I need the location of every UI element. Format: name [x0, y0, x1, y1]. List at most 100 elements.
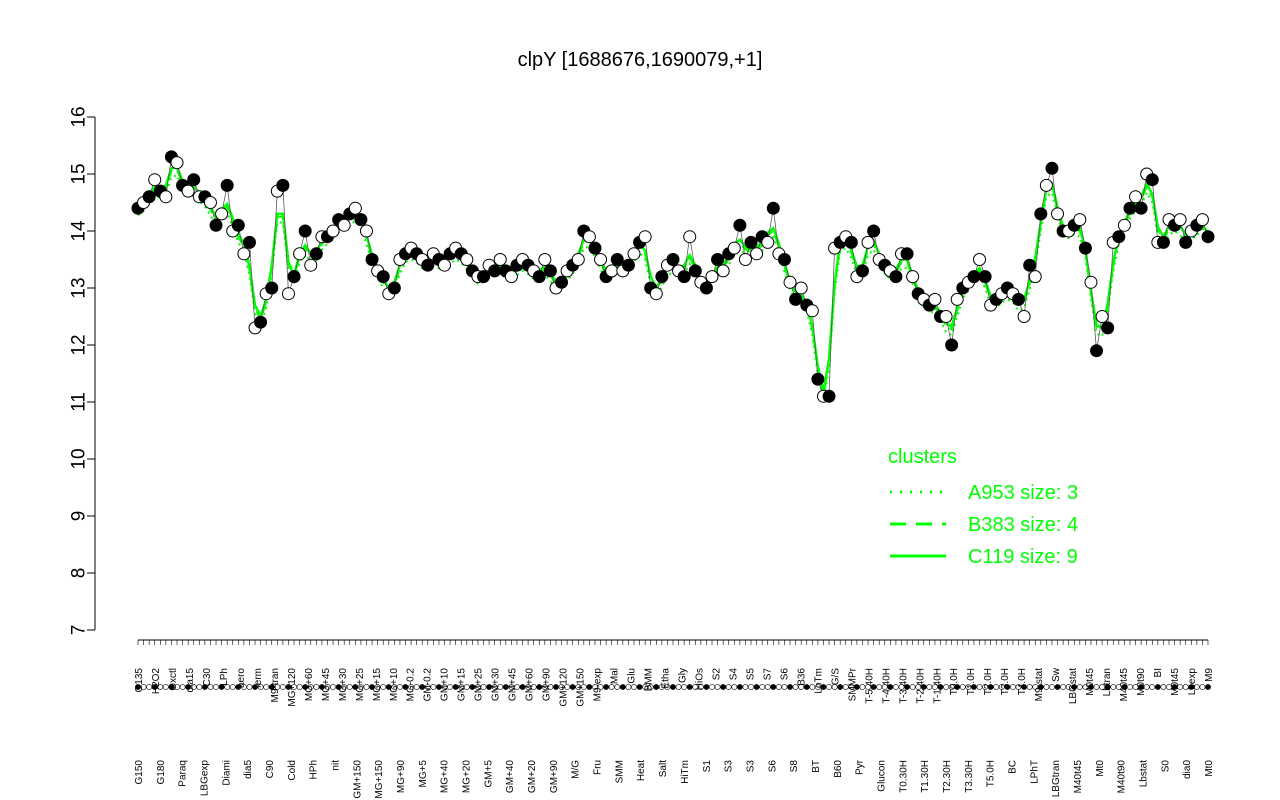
x-tick-dot: [174, 684, 180, 690]
x-tick-dot: [759, 684, 766, 690]
x-tick-label: MG+10: [389, 668, 400, 702]
x-tick-dot: [887, 684, 894, 690]
data-point: [655, 270, 669, 284]
data-point: [727, 241, 741, 255]
x-tick-label: BC: [1007, 760, 1018, 774]
data-point: [822, 389, 836, 403]
x-tick-dot: [837, 684, 844, 690]
x-tick-dot: [291, 684, 297, 690]
x-tick-label: Lbexp: [1187, 668, 1198, 696]
data-point: [220, 178, 234, 192]
x-tick-label: Sw: [1051, 667, 1062, 682]
data-point: [1173, 213, 1187, 227]
x-tick-dot: [558, 684, 565, 690]
x-tick-label: LBGtran: [1051, 760, 1062, 797]
x-tick-dot: [146, 684, 153, 690]
x-tick-label: HiOs: [694, 668, 705, 690]
y-tick-label: 13: [69, 277, 90, 298]
data-point: [761, 235, 775, 249]
data-point: [1095, 310, 1109, 323]
data-point: [170, 156, 184, 170]
x-tick-dot: [480, 684, 487, 690]
x-tick-dot: [274, 684, 281, 690]
x-tick-dot: [1021, 684, 1027, 690]
x-tick-dot: [608, 684, 615, 690]
x-tick-label: T-1.40H: [932, 668, 943, 704]
data-point: [359, 224, 373, 238]
x-tick-dot: [675, 684, 682, 690]
x-tick-dot: [1143, 684, 1150, 690]
data-point: [594, 253, 608, 266]
x-tick-dot: [998, 684, 1005, 690]
x-tick-dot: [1010, 684, 1016, 690]
x-tick-label: M9-stat: [1034, 668, 1045, 702]
x-tick-dot: [452, 684, 459, 690]
x-tick-dot: [408, 684, 414, 690]
x-tick-dot: [1127, 684, 1133, 690]
x-tick-dot: [1177, 684, 1184, 690]
x-tick-dot: [870, 684, 877, 690]
legend-entry: A953 size: 3: [968, 482, 1078, 504]
x-tick-dot: [826, 684, 832, 690]
x-tick-dot: [1132, 684, 1139, 690]
x-tick-dot: [1049, 684, 1055, 690]
x-tick-dot: [647, 684, 654, 690]
data-point: [354, 213, 368, 227]
data-point: [1028, 270, 1042, 284]
x-tick-dot: [1026, 684, 1033, 690]
x-tick-label: HiTm: [680, 760, 691, 784]
data-point: [978, 270, 992, 284]
x-tick-label: T2.30H: [942, 760, 953, 793]
x-tick-dot: [653, 684, 660, 690]
data-point: [1101, 321, 1115, 335]
data-point: [1134, 201, 1148, 215]
data-point: [148, 173, 162, 187]
data-point: [738, 253, 752, 266]
x-tick-dot: [625, 684, 632, 690]
x-tick-dot: [502, 684, 509, 690]
data-point: [766, 201, 780, 215]
x-tick-dot: [240, 684, 247, 690]
x-tick-dot: [1076, 684, 1083, 690]
x-tick-dot: [742, 684, 749, 690]
x-tick-label: LBGstat: [1068, 668, 1079, 704]
x-tick-label: dia5: [243, 760, 254, 779]
x-tick-dot: [335, 684, 342, 690]
x-tick-dot: [151, 684, 158, 690]
data-point: [337, 218, 351, 232]
x-tick-dot: [313, 684, 320, 690]
x-tick-dot: [1054, 684, 1061, 690]
x-tick-label: HPh: [309, 760, 320, 779]
x-tick-label: Lbstat: [1138, 760, 1149, 787]
x-tick-dot: [140, 684, 147, 690]
data-point: [683, 230, 697, 244]
x-tick-dot: [831, 684, 838, 690]
x-tick-dot: [1015, 684, 1022, 690]
x-tick-dot: [341, 684, 348, 690]
x-tick-label: MG+25: [355, 668, 366, 702]
x-tick-dot: [346, 684, 353, 690]
x-tick-label: S3: [724, 760, 735, 773]
data-point: [939, 310, 953, 323]
data-point: [805, 304, 819, 318]
x-tick-label: GM+150: [576, 668, 587, 707]
x-tick-dot: [486, 684, 492, 690]
x-tick-label: MG+45: [321, 668, 332, 702]
data-point: [488, 264, 502, 278]
x-tick-label: GM+90: [549, 760, 560, 794]
data-point: [750, 247, 764, 261]
data-point: [649, 287, 663, 301]
legend-entry: C119 size: 9: [968, 546, 1078, 568]
x-tick-dot: [168, 684, 175, 690]
x-tick-label: B60: [833, 760, 844, 778]
x-tick-label: GM+40: [505, 760, 516, 794]
x-tick-dot: [876, 684, 883, 690]
x-tick-dot: [971, 684, 977, 690]
x-tick-dot: [926, 684, 933, 690]
x-tick-label: S1: [702, 760, 713, 773]
data-point: [504, 270, 518, 284]
x-tick-dot: [603, 684, 610, 690]
x-tick-dot: [1205, 684, 1211, 690]
x-tick-dot: [658, 684, 665, 690]
